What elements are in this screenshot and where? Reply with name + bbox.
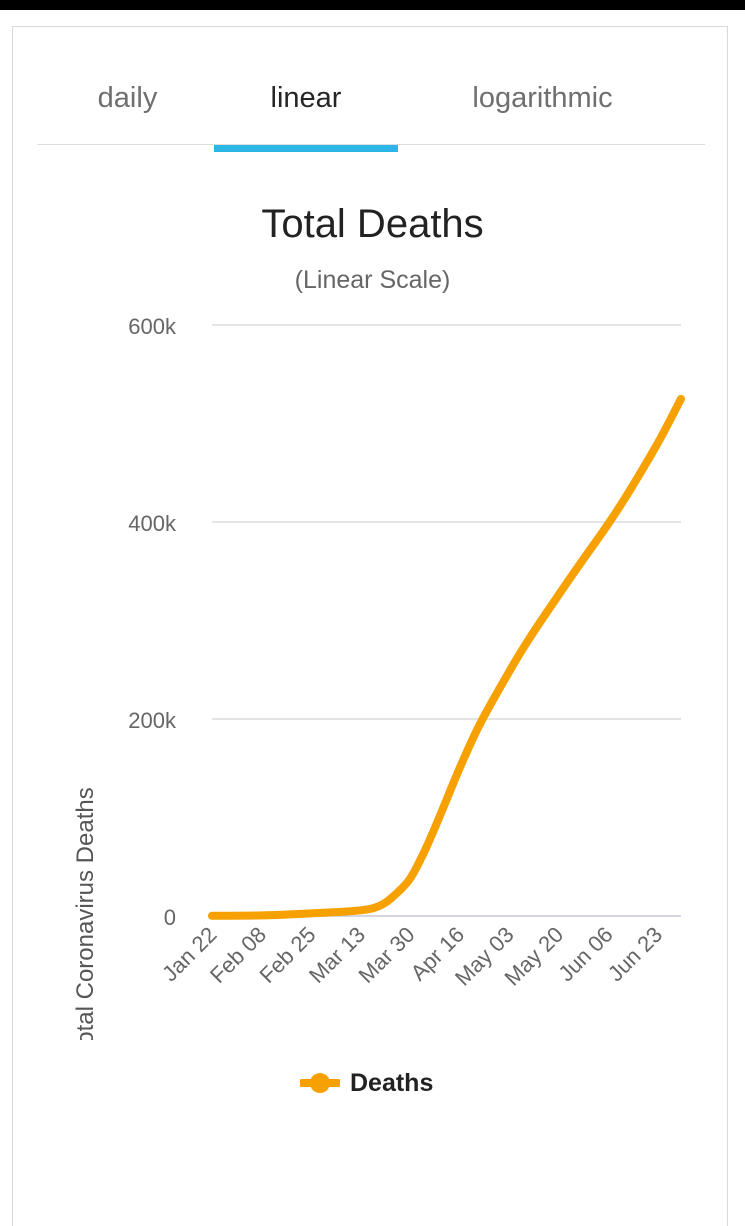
series-line-deaths[interactable] [208,394,685,920]
x-tick-label: Jun 06 [553,922,617,986]
chart-title: Total Deaths [261,202,484,246]
chart-subtitle: (Linear Scale) [294,266,451,294]
y-axis-label: Total Coronavirus Deaths [72,787,99,1040]
chart-card [12,26,728,1226]
tab-divider [37,144,705,145]
legend-line-icon [300,1073,340,1093]
y-tick-label: 600k [128,314,177,339]
tab-daily[interactable]: daily [97,82,158,114]
y-tick-label: 0 [164,905,176,930]
y-tick-label: 200k [128,708,177,733]
tab-linear[interactable]: linear [270,82,342,114]
x-tick-label: Mar 30 [354,922,420,988]
active-tab-indicator [214,145,398,152]
top-bar [0,0,745,10]
x-tick-label: Jun 23 [603,922,667,986]
tab-logarithmic[interactable]: logarithmic [472,82,613,114]
y-tick-label: 400k [128,511,177,536]
legend-label: Deaths [350,1069,434,1097]
